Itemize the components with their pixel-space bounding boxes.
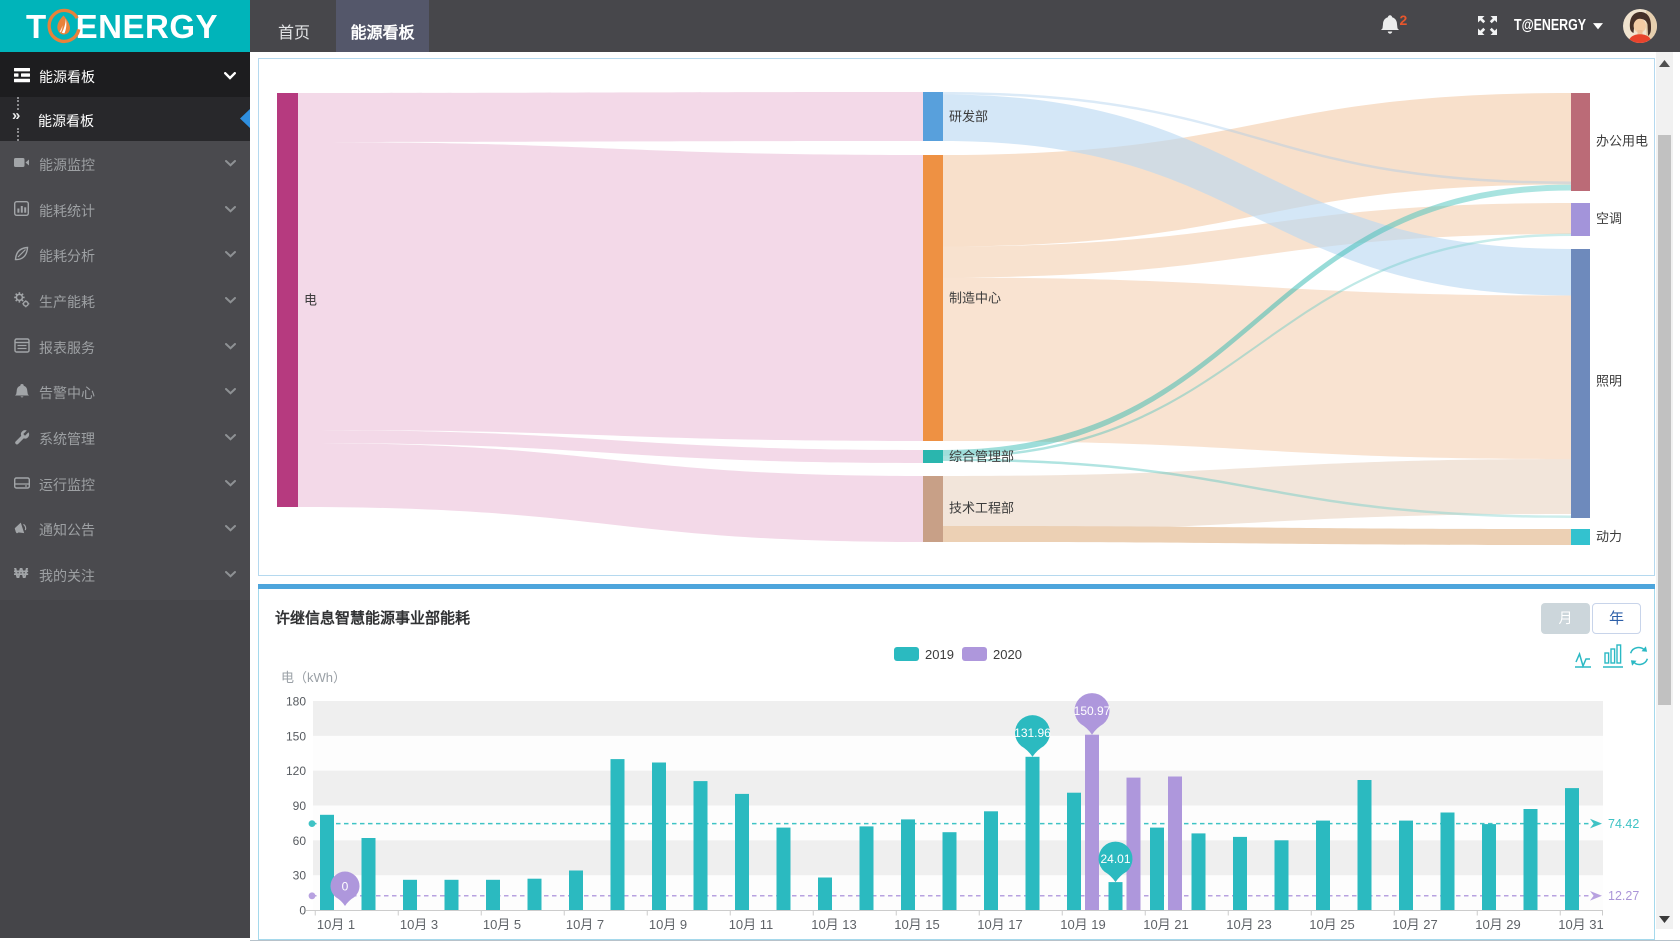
- svg-text:10月 17: 10月 17: [977, 917, 1023, 932]
- svg-text:10月 21: 10月 21: [1143, 917, 1189, 932]
- svg-text:131.96: 131.96: [1014, 726, 1051, 740]
- svg-text:60: 60: [293, 834, 307, 848]
- svg-text:90: 90: [293, 799, 307, 813]
- svg-text:10月 13: 10月 13: [811, 917, 857, 932]
- svg-text:技术工程部: 技术工程部: [949, 501, 1014, 516]
- svg-text:2: 2: [1400, 13, 1408, 28]
- svg-text:180: 180: [286, 695, 306, 709]
- svg-text:74.42: 74.42: [1608, 817, 1639, 831]
- svg-text:照明: 照明: [1596, 374, 1622, 389]
- svg-text:电（kWh）: 电（kWh）: [281, 670, 346, 685]
- svg-text:10月 9: 10月 9: [649, 917, 687, 932]
- svg-text:空调: 空调: [1596, 211, 1622, 226]
- svg-text:10月 5: 10月 5: [483, 917, 521, 932]
- svg-text:10月 3: 10月 3: [400, 917, 438, 932]
- svg-text:10月 7: 10月 7: [566, 917, 604, 932]
- svg-text:150.97: 150.97: [1074, 704, 1111, 718]
- svg-text:0: 0: [299, 904, 306, 918]
- svg-text:120: 120: [286, 764, 306, 778]
- svg-text:10月 27: 10月 27: [1392, 917, 1438, 932]
- svg-text:24.01: 24.01: [1100, 852, 1130, 866]
- svg-text:10月 19: 10月 19: [1060, 917, 1106, 932]
- svg-text:综合管理部: 综合管理部: [949, 449, 1014, 464]
- svg-text:10月 15: 10月 15: [894, 917, 940, 932]
- svg-text:动力: 动力: [1596, 529, 1622, 544]
- svg-text:10月 1: 10月 1: [317, 917, 355, 932]
- svg-text:150: 150: [286, 729, 306, 743]
- svg-text:10月 11: 10月 11: [729, 917, 774, 932]
- svg-text:12.27: 12.27: [1608, 889, 1639, 903]
- svg-text:10月 25: 10月 25: [1309, 917, 1355, 932]
- svg-text:2020: 2020: [993, 647, 1022, 662]
- svg-text:10月 29: 10月 29: [1475, 917, 1521, 932]
- svg-text:电: 电: [304, 293, 317, 308]
- svg-text:10月 23: 10月 23: [1226, 917, 1272, 932]
- svg-text:办公用电: 办公用电: [1596, 134, 1648, 149]
- svg-text:10月 31: 10月 31: [1558, 917, 1604, 932]
- svg-text:制造中心: 制造中心: [949, 291, 1001, 306]
- svg-text:2019: 2019: [925, 647, 954, 662]
- svg-text:30: 30: [293, 869, 307, 883]
- svg-text:研发部: 研发部: [949, 109, 988, 124]
- svg-text:0: 0: [342, 879, 349, 893]
